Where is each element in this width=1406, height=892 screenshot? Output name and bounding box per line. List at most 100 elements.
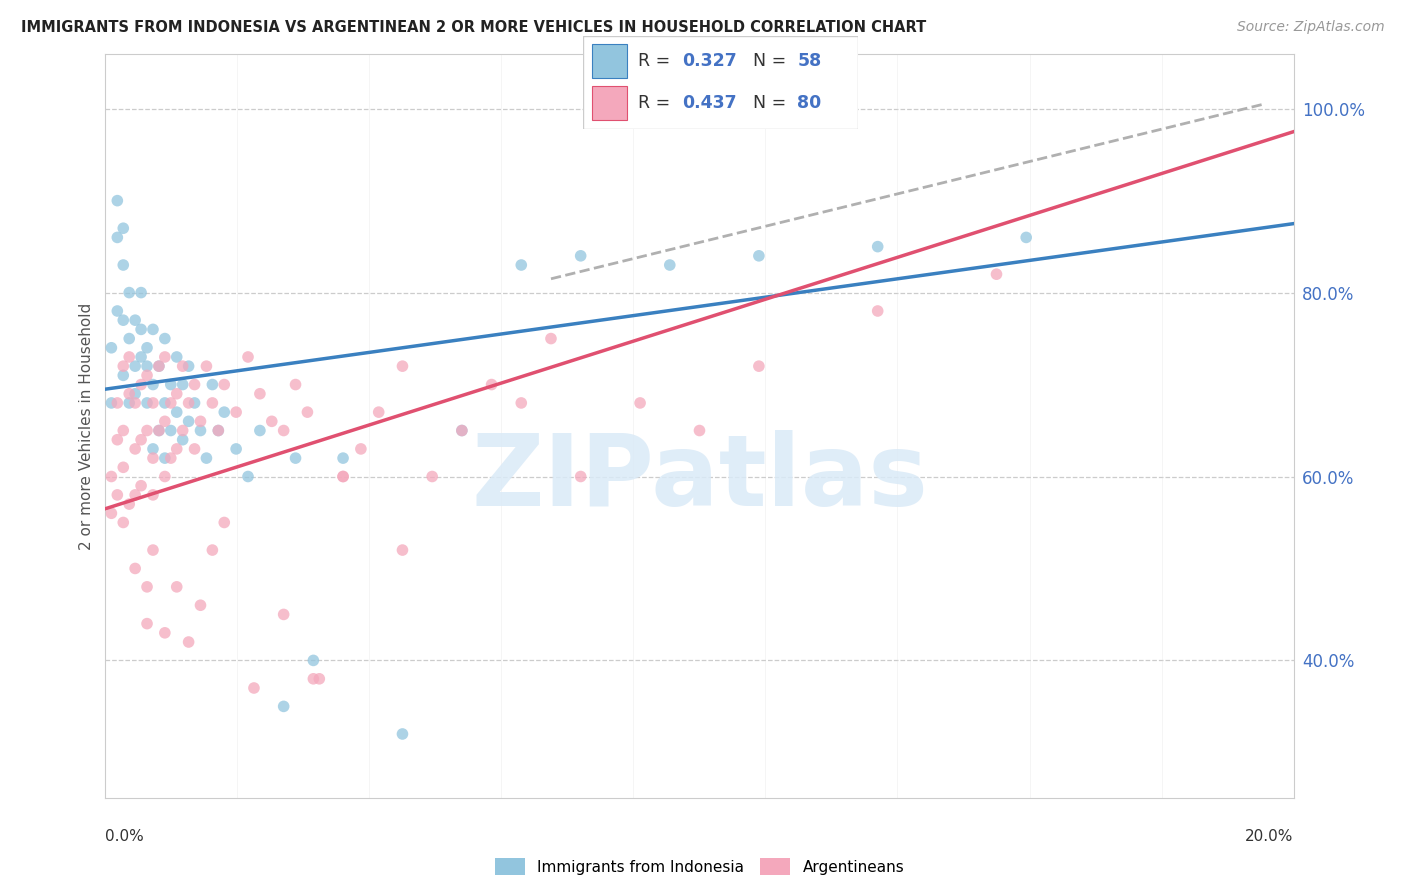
Point [166,405,188,419]
Text: 80: 80 [797,95,821,112]
Point [689,424,711,438]
Point [190,424,212,438]
Point [391,727,413,741]
Point [308,672,330,686]
Point [225,405,247,419]
Point [177,396,200,410]
Point [118,350,141,364]
Point [159,396,181,410]
Point [153,469,176,483]
Point [136,396,159,410]
Point [112,368,135,383]
Text: ZIPatlas: ZIPatlas [471,430,928,526]
Point [105,194,128,208]
Point [105,488,128,502]
FancyBboxPatch shape [592,87,627,120]
Point [136,341,159,355]
Point [105,304,128,318]
Point [124,488,146,502]
Point [236,350,259,364]
Text: 20.0%: 20.0% [1246,830,1294,844]
Point [190,414,212,428]
Point [118,285,141,300]
Point [201,543,224,558]
Point [450,424,472,438]
Point [297,405,319,419]
Point [142,451,165,466]
Point [177,359,200,373]
Point [450,424,472,438]
Point [142,322,165,336]
Text: R =: R = [638,52,676,70]
Point [112,313,135,327]
Point [129,350,152,364]
Point [748,359,770,373]
Text: N =: N = [754,95,792,112]
Point [391,359,413,373]
Point [284,377,307,392]
Text: N =: N = [754,52,792,70]
Point [177,635,200,649]
Point [183,442,205,456]
Point [190,599,212,613]
Point [273,699,295,714]
Point [332,469,354,483]
Point [367,405,389,419]
Point [249,386,271,401]
Point [236,469,259,483]
Point [136,424,159,438]
Point [112,258,135,272]
Point [100,396,122,410]
Point [129,285,152,300]
Point [201,396,224,410]
Text: IMMIGRANTS FROM INDONESIA VS ARGENTINEAN 2 OR MORE VEHICLES IN HOUSEHOLD CORRELA: IMMIGRANTS FROM INDONESIA VS ARGENTINEAN… [21,20,927,35]
Point [105,396,128,410]
Point [142,543,165,558]
Point [100,469,122,483]
Point [273,607,295,622]
Point [302,672,325,686]
Point [172,433,194,447]
Point [112,460,135,475]
Point [153,625,176,640]
Point [166,442,188,456]
Point [118,497,141,511]
Point [142,488,165,502]
Point [214,516,236,530]
Point [986,267,1008,281]
Point [129,322,152,336]
Point [118,386,141,401]
Point [350,442,373,456]
Point [118,332,141,346]
Point [332,451,354,466]
Point [112,424,135,438]
Point [177,414,200,428]
Point [658,258,681,272]
Point [510,258,533,272]
Point [273,424,295,438]
Point [748,249,770,263]
Point [112,359,135,373]
Point [129,433,152,447]
Point [214,405,236,419]
Text: 0.0%: 0.0% [105,830,145,844]
Point [129,479,152,493]
Point [172,377,194,392]
Point [159,451,181,466]
Point [148,359,170,373]
Point [166,386,188,401]
Text: 0.327: 0.327 [682,52,737,70]
Point [148,359,170,373]
Point [124,386,146,401]
Point [284,451,307,466]
Point [332,469,354,483]
Point [105,230,128,244]
Text: R =: R = [638,95,676,112]
Point [183,377,205,392]
Text: 58: 58 [797,52,821,70]
Text: Source: ZipAtlas.com: Source: ZipAtlas.com [1237,20,1385,34]
Point [1015,230,1038,244]
Point [207,424,229,438]
Point [136,580,159,594]
Point [124,359,146,373]
